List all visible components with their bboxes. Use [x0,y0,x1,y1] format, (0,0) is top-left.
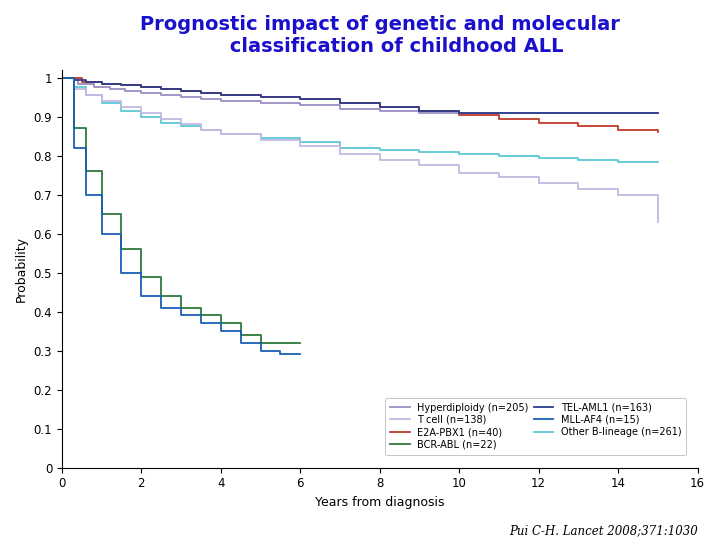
Text: Pui C-H. Lancet 2008;371:1030: Pui C-H. Lancet 2008;371:1030 [510,524,698,537]
Title: Prognostic impact of genetic and molecular
     classification of childhood ALL: Prognostic impact of genetic and molecul… [140,15,620,56]
Y-axis label: Probability: Probability [15,235,28,302]
X-axis label: Years from diagnosis: Years from diagnosis [315,496,444,509]
Legend: Hyperdiploidy (n=205), T cell (n=138), E2A-PBX1 (n=40), BCR-ABL (n=22), TEL-AML1: Hyperdiploidy (n=205), T cell (n=138), E… [385,397,686,455]
